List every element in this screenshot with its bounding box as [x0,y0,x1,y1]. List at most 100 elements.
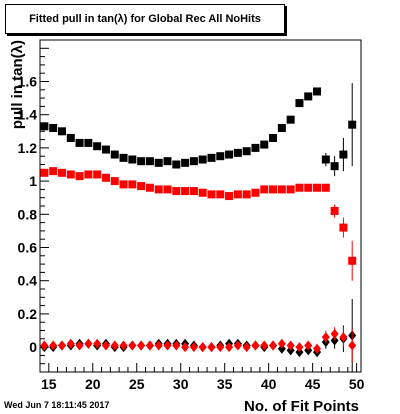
data-point-diamond [145,340,154,351]
data-point-square [251,188,260,197]
data-point-diamond [233,340,242,351]
data-point-square [339,150,348,159]
data-point-square [40,122,49,131]
data-point-square [207,153,216,162]
data-point-square [198,155,207,164]
y-tick-label: 0.6 [18,240,38,256]
data-point-diamond [49,340,58,351]
y-tick-label: 1.2 [18,140,38,156]
data-point-diamond [295,342,304,353]
data-point-diamond [269,340,278,351]
data-point-square [295,183,304,192]
data-point-square [84,170,93,179]
plot-frame [39,39,362,373]
data-point-square [321,183,330,192]
y-axis-title: pull in tan(λ) [9,40,26,129]
date-stamp: Wed Jun 7 18:11:45 2017 [4,400,110,410]
data-point-square [93,142,102,151]
data-point-square [75,138,84,147]
data-point-square [128,155,137,164]
data-point-diamond [181,342,190,353]
data-point-diamond [154,340,163,351]
data-point-square [154,185,163,194]
data-point-square [145,183,154,192]
data-point-diamond [75,340,84,351]
data-point-square [304,92,313,101]
plot-border [39,39,362,373]
data-point-diamond [304,340,313,351]
data-point-square [93,170,102,179]
data-point-diamond [313,343,322,354]
x-tick-label: 40 [261,376,277,392]
y-tick-label: 0.2 [18,306,38,322]
data-point-square [260,185,269,194]
data-point-square [330,162,339,171]
data-point-square [57,168,66,177]
data-point-square [269,185,278,194]
y-tick-label: 1.4 [18,107,38,123]
y-tick-label: 0.8 [18,206,38,222]
data-point-square [101,145,110,154]
data-point-diamond [57,340,66,351]
data-point-square [49,123,58,132]
x-tick-label: 30 [173,376,189,392]
chart-title: Fitted pull in tan(λ) for Global Rec All… [29,13,261,25]
data-point-diamond [339,332,348,343]
x-axis-title: No. of Fit Points [244,398,359,414]
data-series-3 [40,298,357,372]
data-point-square [145,157,154,166]
data-point-diamond [207,342,216,353]
data-point-square [295,99,304,108]
data-point-diamond [101,340,110,351]
data-point-diamond [225,342,234,353]
data-point-square [163,157,172,166]
data-point-diamond [277,338,286,349]
data-point-square [154,158,163,167]
data-point-square [269,133,278,142]
data-point-square [101,173,110,182]
data-point-square [110,177,119,186]
data-point-square [75,172,84,181]
data-point-square [66,133,75,142]
data-point-diamond [172,340,181,351]
x-tick-label: 50 [349,376,365,392]
data-point-square [49,167,58,176]
data-point-diamond [198,342,207,353]
data-point-square [339,223,348,232]
data-point-square [189,187,198,196]
data-point-diamond [93,338,102,349]
data-point-square [330,206,339,215]
data-point-diamond [137,340,146,351]
x-tick-label: 45 [305,376,321,392]
data-point-diamond [216,342,225,353]
data-point-square [242,190,251,199]
data-point-square [216,190,225,199]
data-point-diamond [110,340,119,351]
y-tick-label: 1 [29,173,37,189]
data-point-square [84,138,93,147]
data-point-square [128,180,137,189]
x-tick-label: 25 [129,376,145,392]
y-axis: 0 0.2 0.4 0.6 0.8 1 1.2 1.4 1.6 [18,39,49,365]
data-point-square [225,150,234,159]
y-tick-label: 0.4 [18,273,38,289]
data-point-square [348,120,357,129]
data-point-diamond [66,338,75,349]
data-point-diamond [251,340,260,351]
data-point-diamond [189,342,198,353]
data-point-square [242,147,251,156]
data-point-diamond [321,332,330,343]
data-point-square [260,140,269,149]
data-points [40,83,357,372]
data-point-diamond [84,338,93,349]
data-point-diamond [286,340,295,351]
data-point-square [189,157,198,166]
y-tick-label: 0 [29,339,37,355]
data-point-square [304,183,313,192]
data-point-square [172,187,181,196]
data-point-diamond [242,342,251,353]
data-series-1 [40,83,357,177]
x-tick-label: 20 [85,376,101,392]
data-point-square [181,187,190,196]
